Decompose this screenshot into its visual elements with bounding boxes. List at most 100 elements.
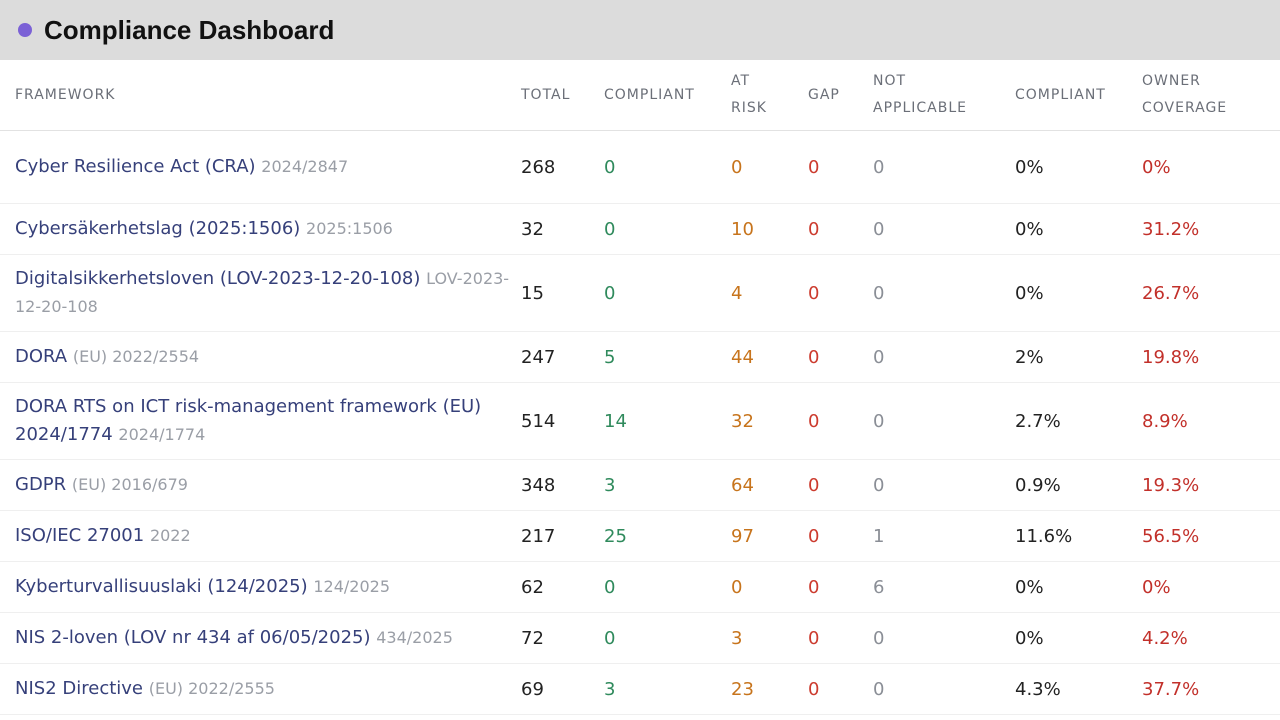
total-cell: 62: [521, 561, 604, 613]
framework-name-link[interactable]: ISO/IEC 27001: [15, 525, 145, 546]
gap-cell: 0: [808, 203, 873, 255]
compliant-percent-cell: 0%: [1015, 130, 1142, 204]
framework-name-link[interactable]: DORA: [15, 346, 68, 367]
table-row[interactable]: Cyber Resilience Act (CRA) 2024/2847 268…: [0, 130, 1280, 204]
status-dot-icon: [18, 23, 32, 37]
compliant-count-cell: 0: [604, 203, 731, 255]
owner-coverage-cell: 0%: [1142, 130, 1280, 204]
framework-reference: 2022: [149, 526, 191, 545]
compliant-count-cell: 3: [604, 663, 731, 715]
total-cell: 514: [521, 382, 604, 460]
col-header-framework[interactable]: FRAMEWORK: [0, 60, 521, 131]
at-risk-cell: 4: [731, 254, 808, 332]
table-row[interactable]: ISO/IEC 27001 2022 217 25 97 0 1 11.6% 5…: [0, 510, 1280, 562]
framework-name-link[interactable]: Kyberturvallisuuslaki (124/2025): [15, 576, 308, 597]
col-header-compliant[interactable]: COMPLIANT: [604, 60, 731, 131]
framework-reference: 124/2025: [313, 577, 391, 596]
table-row[interactable]: DORA RTS on ICT risk-management framewor…: [0, 382, 1280, 460]
not-applicable-cell: 0: [873, 203, 1015, 255]
owner-coverage-cell: 19.8%: [1142, 331, 1280, 383]
framework-cell[interactable]: NIS 2-loven (LOV nr 434 af 06/05/2025) 4…: [0, 612, 521, 664]
compliant-percent-cell: 0%: [1015, 561, 1142, 613]
framework-name-link[interactable]: NIS 2-loven (LOV nr 434 af 06/05/2025): [15, 627, 371, 648]
total-cell: 15: [521, 254, 604, 332]
col-header-gap[interactable]: GAP: [808, 60, 873, 131]
page-title: Compliance Dashboard: [44, 14, 335, 45]
at-risk-cell: 0: [731, 561, 808, 613]
framework-cell[interactable]: GDPR (EU) 2016/679: [0, 459, 521, 511]
compliant-count-cell: 0: [604, 612, 731, 664]
gap-cell: 0: [808, 510, 873, 562]
framework-cell[interactable]: Kyberturvallisuuslaki (124/2025) 124/202…: [0, 561, 521, 613]
framework-name-link[interactable]: DORA RTS on ICT risk-management framewor…: [15, 396, 482, 445]
table-row[interactable]: DORA (EU) 2022/2554 247 5 44 0 0 2% 19.8…: [0, 331, 1280, 383]
table-row[interactable]: GDPR (EU) 2016/679 348 3 64 0 0 0.9% 19.…: [0, 459, 1280, 511]
at-risk-cell: 23: [731, 663, 808, 715]
table-row[interactable]: NIS2 Directive (EU) 2022/2555 69 3 23 0 …: [0, 663, 1280, 715]
not-applicable-cell: 0: [873, 663, 1015, 715]
framework-cell[interactable]: Cyber Resilience Act (CRA) 2024/2847: [0, 130, 521, 204]
at-risk-cell: 10: [731, 203, 808, 255]
not-applicable-cell: 0: [873, 331, 1015, 383]
at-risk-cell: 97: [731, 510, 808, 562]
framework-name-link[interactable]: Cybersäkerhetslag (2025:1506): [15, 218, 301, 239]
total-cell: 217: [521, 510, 604, 562]
compliant-percent-cell: 0%: [1015, 254, 1142, 332]
col-header-compliant-percent[interactable]: COMPLIANT: [1015, 60, 1142, 131]
owner-coverage-cell: 56.5%: [1142, 510, 1280, 562]
framework-cell[interactable]: ISO/IEC 27001 2022: [0, 510, 521, 562]
framework-name-link[interactable]: GDPR: [15, 474, 67, 495]
framework-reference: LOV-2023-12-20-108: [15, 269, 510, 316]
owner-coverage-cell: 37.7%: [1142, 663, 1280, 715]
compliant-count-cell: 14: [604, 382, 731, 460]
framework-name-link[interactable]: Digitalsikkerhetsloven (LOV-2023-12-20-1…: [15, 268, 421, 289]
gap-cell: 0: [808, 612, 873, 664]
table-row[interactable]: Digitalsikkerhetsloven (LOV-2023-12-20-1…: [0, 254, 1280, 332]
total-cell: 72: [521, 612, 604, 664]
gap-cell: 0: [808, 254, 873, 332]
not-applicable-cell: 0: [873, 382, 1015, 460]
compliant-count-cell: 0: [604, 561, 731, 613]
owner-coverage-cell: 8.9%: [1142, 382, 1280, 460]
framework-name-link[interactable]: Cyber Resilience Act (CRA): [15, 156, 256, 177]
table-row[interactable]: NIS 2-loven (LOV nr 434 af 06/05/2025) 4…: [0, 612, 1280, 664]
owner-coverage-cell: 19.3%: [1142, 459, 1280, 511]
not-applicable-cell: 1: [873, 510, 1015, 562]
framework-cell[interactable]: DORA (EU) 2022/2554: [0, 331, 521, 383]
col-header-total[interactable]: TOTAL: [521, 60, 604, 131]
compliant-count-cell: 25: [604, 510, 731, 562]
not-applicable-cell: 0: [873, 459, 1015, 511]
framework-cell[interactable]: DORA RTS on ICT risk-management framewor…: [0, 382, 521, 460]
not-applicable-cell: 0: [873, 254, 1015, 332]
compliant-percent-cell: 2.7%: [1015, 382, 1142, 460]
col-header-not-applicable[interactable]: NOT APPLICABLE: [873, 60, 1015, 131]
gap-cell: 0: [808, 331, 873, 383]
compliant-count-cell: 0: [604, 130, 731, 204]
gap-cell: 0: [808, 561, 873, 613]
framework-reference: 2024/1774: [118, 425, 206, 444]
gap-cell: 0: [808, 382, 873, 460]
table-row[interactable]: Kyberturvallisuuslaki (124/2025) 124/202…: [0, 561, 1280, 613]
owner-coverage-cell: 26.7%: [1142, 254, 1280, 332]
app-header: Compliance Dashboard: [0, 0, 1280, 60]
gap-cell: 0: [808, 663, 873, 715]
framework-reference: 2024/2847: [261, 157, 349, 176]
not-applicable-cell: 0: [873, 612, 1015, 664]
at-risk-cell: 0: [731, 130, 808, 204]
compliant-percent-cell: 0.9%: [1015, 459, 1142, 511]
framework-cell[interactable]: NIS2 Directive (EU) 2022/2555: [0, 663, 521, 715]
at-risk-cell: 64: [731, 459, 808, 511]
col-header-owner-coverage[interactable]: OWNER COVERAGE: [1142, 60, 1280, 131]
not-applicable-cell: 6: [873, 561, 1015, 613]
compliant-percent-cell: 0%: [1015, 612, 1142, 664]
owner-coverage-cell: 31.2%: [1142, 203, 1280, 255]
framework-name-link[interactable]: NIS2 Directive: [15, 678, 143, 699]
framework-cell[interactable]: Digitalsikkerhetsloven (LOV-2023-12-20-1…: [0, 254, 521, 332]
owner-coverage-cell: 4.2%: [1142, 612, 1280, 664]
col-header-at-risk[interactable]: AT RISK: [731, 60, 808, 131]
framework-cell[interactable]: Cybersäkerhetslag (2025:1506) 2025:1506: [0, 203, 521, 255]
total-cell: 268: [521, 130, 604, 204]
compliant-percent-cell: 0%: [1015, 203, 1142, 255]
table-row[interactable]: Cybersäkerhetslag (2025:1506) 2025:1506 …: [0, 203, 1280, 255]
not-applicable-cell: 0: [873, 130, 1015, 204]
